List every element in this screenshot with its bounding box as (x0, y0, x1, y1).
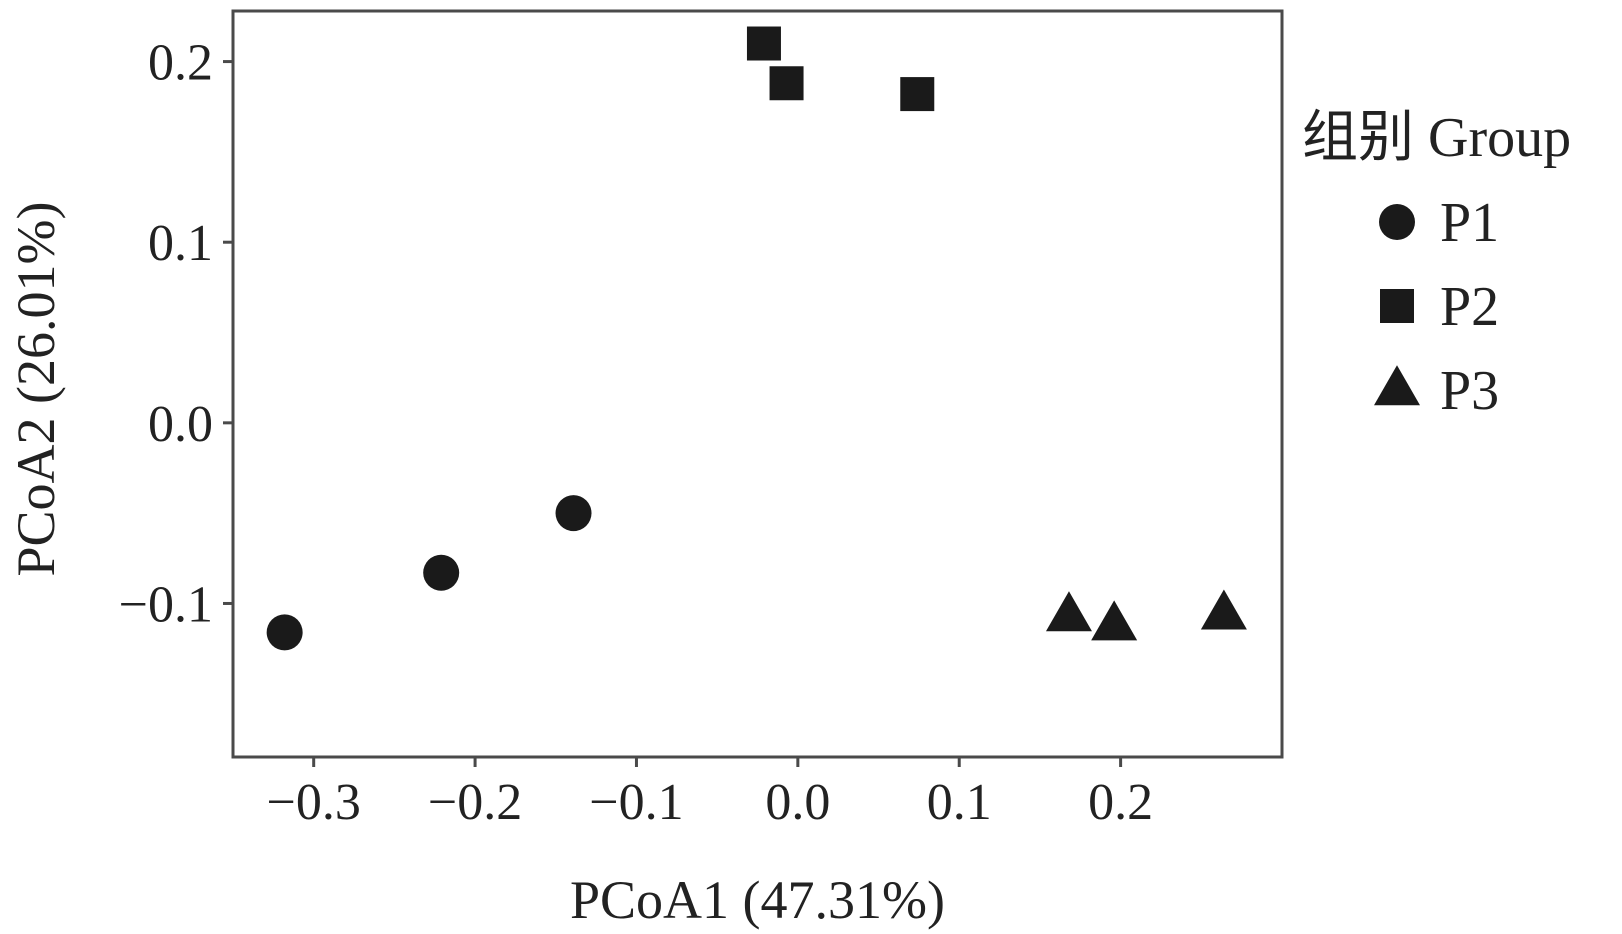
data-points (266, 26, 1247, 651)
plot-area (231, 9, 1284, 759)
axes: −0.3 −0.2 −0.1 0.0 0.1 0.2 −0.1 0.0 0.1 0.2 PCoA1 … (6, 35, 1153, 930)
x-tick-label: 0.0 (765, 774, 830, 831)
data-point-p1 (555, 495, 592, 532)
data-point-p1 (266, 614, 303, 651)
legend-label: P2 (1440, 276, 1499, 338)
y-axis-title: PCoA2 (26.01%) (6, 202, 66, 577)
x-tick-label: 0.2 (1088, 774, 1153, 831)
x-tick-label: −0.2 (428, 774, 522, 831)
data-point-p2 (746, 26, 781, 61)
x-axis-title: PCoA1 (47.31%) (570, 870, 945, 930)
legend-item-p1: P1 (1379, 192, 1499, 254)
series-p1 (266, 495, 592, 651)
legend-marker-p3 (1374, 365, 1420, 406)
legend-label: P3 (1440, 360, 1499, 422)
data-point-p2 (769, 66, 804, 101)
data-point-p3 (1045, 591, 1092, 632)
series-p3 (1045, 589, 1247, 641)
legend-label: P1 (1440, 192, 1499, 254)
y-tick-label: 0.0 (148, 396, 213, 453)
data-point-p3 (1200, 589, 1247, 630)
legend-marker-p1 (1379, 204, 1415, 240)
y-tick-label: −0.1 (119, 576, 213, 633)
legend-item-p2: P2 (1380, 276, 1499, 338)
y-tick-label: 0.2 (148, 35, 213, 92)
legend: 组别 Group P1 P2 P3 (1302, 107, 1571, 422)
data-point-p2 (900, 77, 935, 112)
x-tick-label: 0.1 (927, 774, 992, 831)
y-tick-label: 0.1 (148, 215, 213, 272)
data-point-p3 (1091, 600, 1138, 641)
x-tick-label: −0.3 (267, 774, 361, 831)
x-tick-label: −0.1 (589, 774, 683, 831)
series-p2 (746, 26, 935, 112)
legend-item-p3: P3 (1374, 360, 1499, 422)
legend-title: 组别 Group (1302, 107, 1571, 169)
data-point-p1 (423, 554, 460, 591)
legend-marker-p2 (1380, 289, 1414, 323)
plot-frame (231, 9, 1284, 759)
